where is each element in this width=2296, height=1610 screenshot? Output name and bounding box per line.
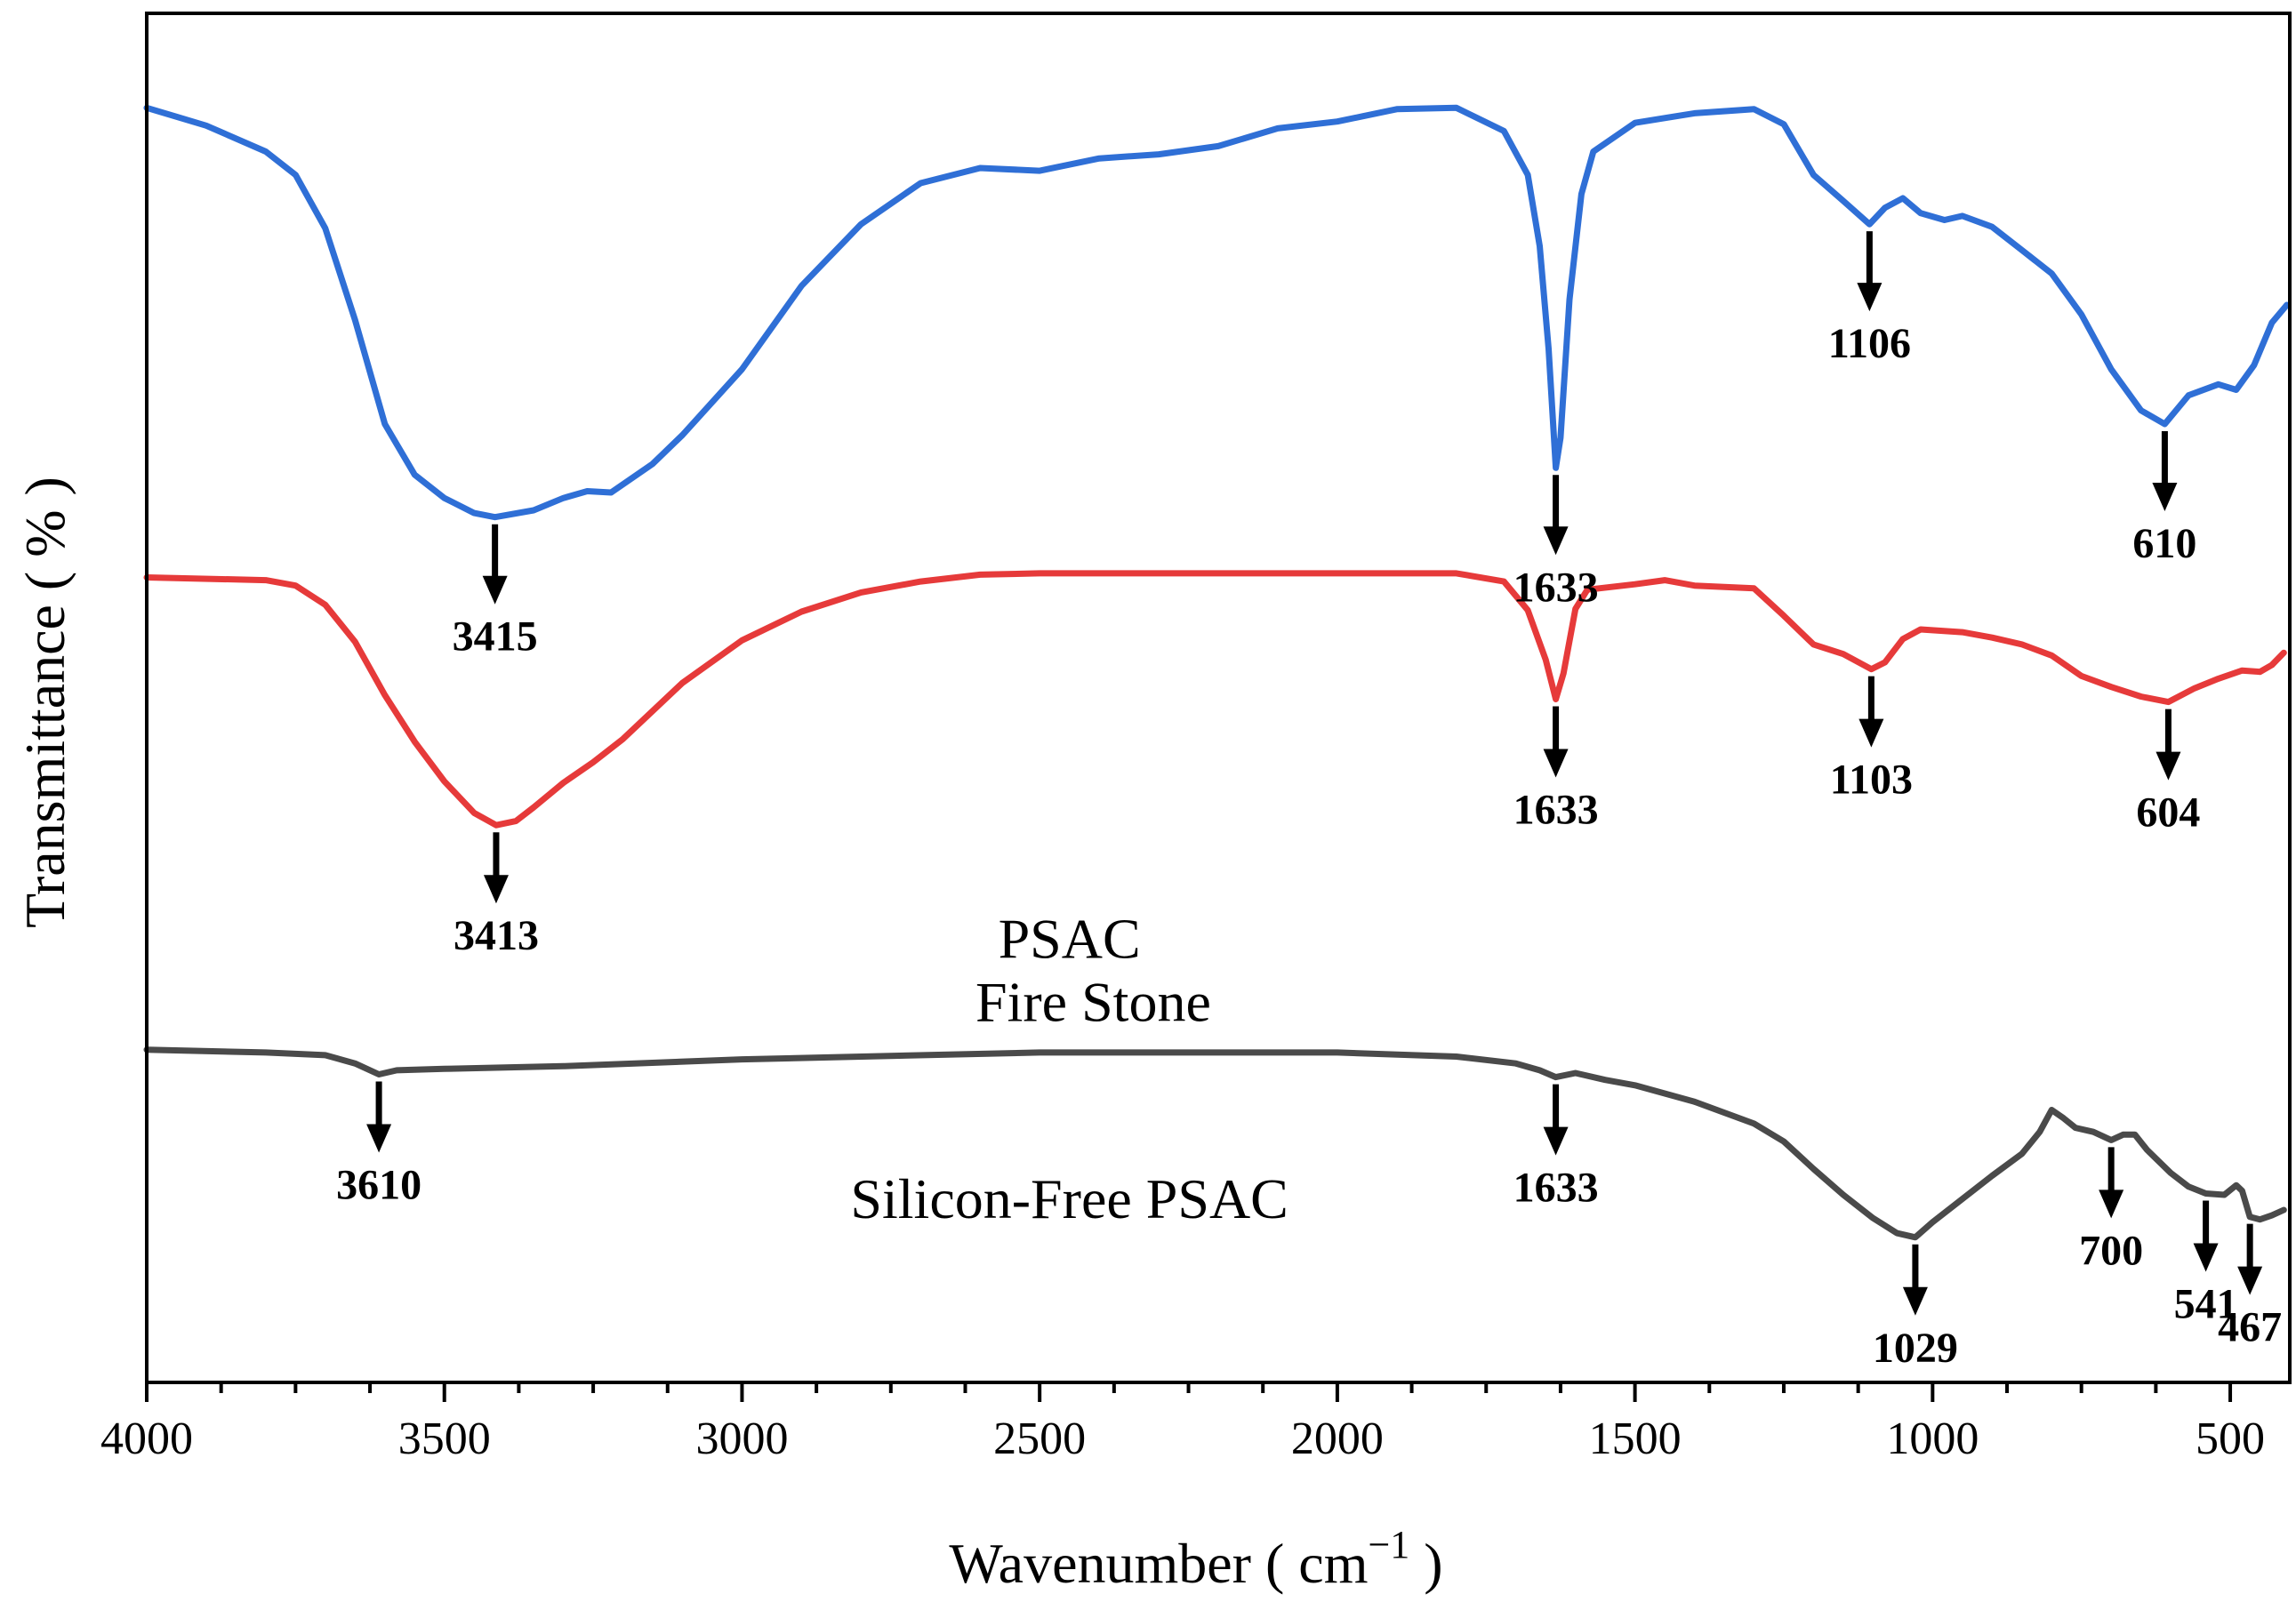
peak-label: 3415 — [453, 613, 538, 661]
peak-label: 1029 — [1873, 1325, 1958, 1372]
peak-label: 604 — [2136, 789, 2200, 837]
peak-arrow-head — [1857, 283, 1883, 312]
peak-label: 1633 — [1513, 787, 1599, 834]
peak-annotation-silicon-free-psac-610: 610 — [2132, 431, 2196, 567]
series-label-fire-stone: Fire Stone — [975, 970, 1211, 1033]
peak-annotation-psac-3413: 3413 — [454, 832, 539, 959]
x-tick-label: 2500 — [993, 1414, 1086, 1464]
series-label-psac: PSAC — [999, 908, 1141, 971]
peak-arrow-head — [1543, 1126, 1569, 1156]
peak-annotation-psac-1633: 1633 — [1513, 706, 1599, 834]
peak-arrow-head — [482, 575, 508, 605]
peak-arrow-head — [2156, 751, 2181, 781]
peak-label: 3413 — [454, 912, 539, 959]
y-axis-title: Transmittance ( % ) — [13, 477, 76, 928]
peak-arrow-head — [1543, 526, 1569, 556]
peak-annotation-fire-stone-1633: 1633 — [1513, 1084, 1599, 1212]
peak-annotation-fire-stone-700: 700 — [2079, 1147, 2143, 1274]
peak-annotation-fire-stone-541: 541 — [2174, 1200, 2238, 1327]
x-tick-label: 3000 — [695, 1414, 788, 1464]
peak-arrow-head — [2193, 1243, 2219, 1272]
x-tick-label: 1500 — [1589, 1414, 1682, 1464]
plot-frame — [145, 12, 2292, 1384]
x-axis-title-close: ) — [1409, 1532, 1442, 1595]
peak-annotation-silicon-free-psac-1633: 1633 — [1513, 475, 1599, 611]
x-tick-label: 500 — [2196, 1414, 2265, 1464]
peak-annotations: 3415 1633 1106 610 3413 1633 1103 604 3610 1633 10… — [336, 231, 2282, 1372]
x-tick-label: 1000 — [1886, 1414, 1979, 1464]
peak-label: 610 — [2132, 520, 2196, 567]
peak-arrow-head — [483, 875, 509, 904]
x-tick-label: 2000 — [1291, 1414, 1384, 1464]
peak-annotation-psac-1103: 1103 — [1830, 676, 1913, 804]
peak-annotation-fire-stone-3610: 3610 — [336, 1081, 421, 1209]
x-tick-label: 4000 — [100, 1414, 193, 1464]
peak-label: 1106 — [1828, 320, 1911, 367]
peak-label: 1633 — [1513, 1165, 1599, 1212]
peak-arrow-head — [2152, 483, 2178, 511]
x-tick-label: 3500 — [398, 1414, 491, 1464]
x-axis-title-superscript: −1 — [1368, 1523, 1409, 1566]
peak-label: 467 — [2218, 1304, 2282, 1351]
peak-arrow-head — [366, 1124, 392, 1153]
peak-arrow-head — [2099, 1189, 2124, 1219]
series-label-silicon-free-psac: Silicon-Free PSAC — [850, 1167, 1288, 1230]
peak-arrow-head — [1902, 1286, 1928, 1316]
peak-annotation-fire-stone-1029: 1029 — [1873, 1244, 1958, 1372]
peak-label: 541 — [2174, 1280, 2238, 1327]
series-line-fire-stone — [143, 1046, 2287, 1241]
peak-annotation-fire-stone-467: 467 — [2218, 1223, 2282, 1351]
peak-arrow-head — [2237, 1266, 2263, 1295]
x-axis-title: Wavenumber ( cm−1 ) — [949, 1523, 1442, 1595]
peak-annotation-silicon-free-psac-3415: 3415 — [453, 524, 538, 661]
peak-label: 700 — [2079, 1227, 2143, 1274]
series-line-psac — [143, 570, 2287, 829]
series-line-silicon-free-psac — [143, 104, 2291, 521]
x-axis-title-main: Wavenumber ( cm — [949, 1532, 1368, 1595]
peak-label: 1633 — [1513, 564, 1599, 611]
x-axis-ticks: 4000 3500 3000 2500 2000 1500 1000 500 — [100, 1382, 2265, 1464]
peak-label: 1103 — [1830, 757, 1913, 804]
peak-annotation-psac-604: 604 — [2136, 709, 2200, 837]
peak-arrow-head — [1543, 749, 1569, 778]
peak-label: 3610 — [336, 1162, 421, 1209]
peak-annotation-silicon-free-psac-1106: 1106 — [1828, 231, 1911, 367]
peak-arrow-head — [1858, 718, 1884, 748]
